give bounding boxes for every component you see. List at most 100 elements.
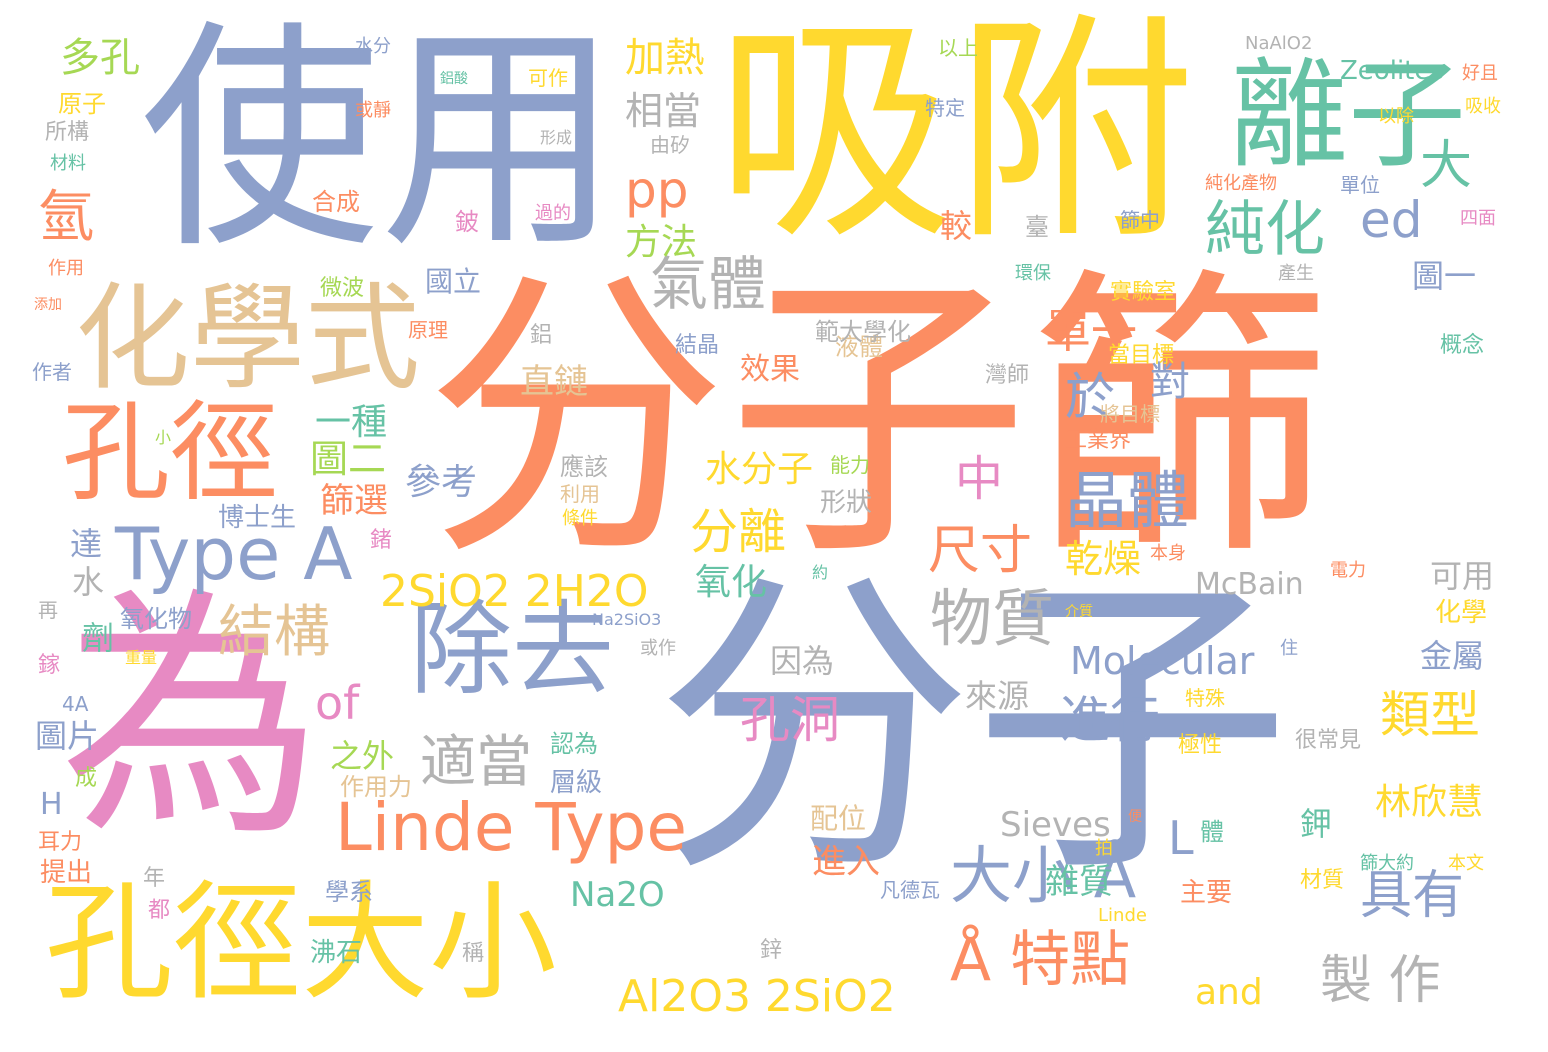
word: 水分子 xyxy=(705,449,814,490)
word: 林欣慧 xyxy=(1375,782,1484,823)
word: 形成 xyxy=(540,128,573,147)
word: 作者 xyxy=(32,360,72,384)
word: and xyxy=(1195,972,1263,1013)
word: 住 xyxy=(1280,638,1298,659)
word: 鉀 xyxy=(1300,805,1333,843)
word: 體 xyxy=(1200,818,1224,846)
word: Zeolites xyxy=(1340,56,1444,86)
word: 較 xyxy=(940,207,973,245)
word: 概念 xyxy=(1440,333,1485,358)
word: 純化 xyxy=(1205,195,1325,265)
word: 液體 xyxy=(835,333,883,361)
word: 配位 xyxy=(810,802,867,835)
word: 特殊 xyxy=(1185,686,1225,710)
word: 除去 xyxy=(410,591,614,710)
word: 或作 xyxy=(640,638,676,659)
word: 參考 xyxy=(405,462,478,503)
word: 工業界 xyxy=(1065,428,1132,453)
word: 主要 xyxy=(1180,878,1233,908)
word: 鎵 xyxy=(38,653,61,678)
word: 能力 xyxy=(830,453,870,477)
word: 產生 xyxy=(1278,263,1314,284)
word: 凡德瓦 xyxy=(880,878,940,902)
word: 極性 xyxy=(1178,733,1223,758)
word: 分離 xyxy=(690,504,787,560)
word: 氣體 xyxy=(650,250,767,318)
word: pp xyxy=(625,161,689,219)
word: 相當 xyxy=(625,89,702,133)
word: 分子篩 xyxy=(425,245,1331,596)
word: 鍺 xyxy=(370,528,393,553)
word: 作用 xyxy=(48,258,84,279)
word: 氧化 xyxy=(695,562,768,603)
word: 篩中 xyxy=(1120,208,1160,232)
word: 小 xyxy=(155,428,172,447)
word: 多孔 xyxy=(60,35,140,81)
word: 所構 xyxy=(45,120,90,145)
word: 拍 xyxy=(1095,838,1113,859)
word: L xyxy=(1168,811,1194,865)
word: 加熱 xyxy=(625,35,705,81)
word: 4A xyxy=(62,692,89,716)
word: 尺寸 xyxy=(928,521,1033,581)
word: Sieves xyxy=(1000,805,1111,845)
word: 水 xyxy=(72,563,105,601)
word: 鋁酸 xyxy=(440,71,468,87)
word: 作用力 xyxy=(340,773,412,801)
word: 中 xyxy=(955,451,1004,507)
word: 效果 xyxy=(740,352,800,387)
word: 單一 xyxy=(1045,304,1137,358)
word: Type A xyxy=(115,512,353,596)
word: 方法 xyxy=(625,222,698,263)
word: 好且 xyxy=(1462,63,1498,84)
word: 使用 xyxy=(140,0,621,280)
word: 乾燥 xyxy=(1065,537,1142,581)
word: 物質 xyxy=(930,582,1055,655)
word: 可作 xyxy=(528,66,568,90)
word: 形狀 xyxy=(820,488,873,518)
word: 篩選 xyxy=(320,481,388,521)
word: H xyxy=(40,787,63,822)
word: 晶體 xyxy=(1065,464,1190,537)
word: 具有 xyxy=(1360,866,1465,926)
word: 微波 xyxy=(320,276,365,301)
word: 合成 xyxy=(312,188,360,216)
word: NaAlO2 xyxy=(1245,33,1313,54)
word: 應該 xyxy=(560,453,608,481)
word: 材質 xyxy=(1300,868,1345,893)
word: 適當 xyxy=(420,730,532,795)
word: 成 xyxy=(75,766,98,791)
word: 一種 xyxy=(315,402,388,443)
word: 圖片 xyxy=(35,717,100,755)
word: 離子 xyxy=(1230,46,1467,184)
word: 認為 xyxy=(550,730,598,758)
word: 直鏈 xyxy=(520,362,588,402)
word: 圖二 xyxy=(310,437,387,481)
word: 圖一 xyxy=(1412,257,1477,295)
word: 因為 xyxy=(770,642,835,680)
word: 進行 xyxy=(1060,691,1160,749)
word: 本身 xyxy=(1150,543,1186,564)
word: 化學 xyxy=(1435,598,1488,628)
word: 範大學化 xyxy=(815,318,911,346)
word: 進入 xyxy=(812,842,880,882)
word: 氫 xyxy=(38,185,94,250)
word: 於 xyxy=(1065,368,1115,426)
word: Na2O xyxy=(570,875,665,915)
word: 添加 xyxy=(34,297,62,313)
word: 特定 xyxy=(925,96,965,120)
word: 氧化物 xyxy=(120,605,192,633)
word: 純化產物 xyxy=(1205,173,1277,194)
word: 可用 xyxy=(1430,557,1495,595)
word: 水分 xyxy=(355,36,391,57)
word: 都 xyxy=(148,898,171,923)
word: Linde Type xyxy=(335,789,688,866)
word: 耳力 xyxy=(38,830,83,855)
word: 鋁 xyxy=(530,323,553,348)
word: 雜質 xyxy=(1045,862,1113,902)
word: Al2O3 2SiO2 xyxy=(618,971,896,1022)
word: Molecular xyxy=(1070,639,1255,683)
word: 介質 xyxy=(1065,604,1093,620)
word: 孔徑大小 xyxy=(45,869,558,1018)
